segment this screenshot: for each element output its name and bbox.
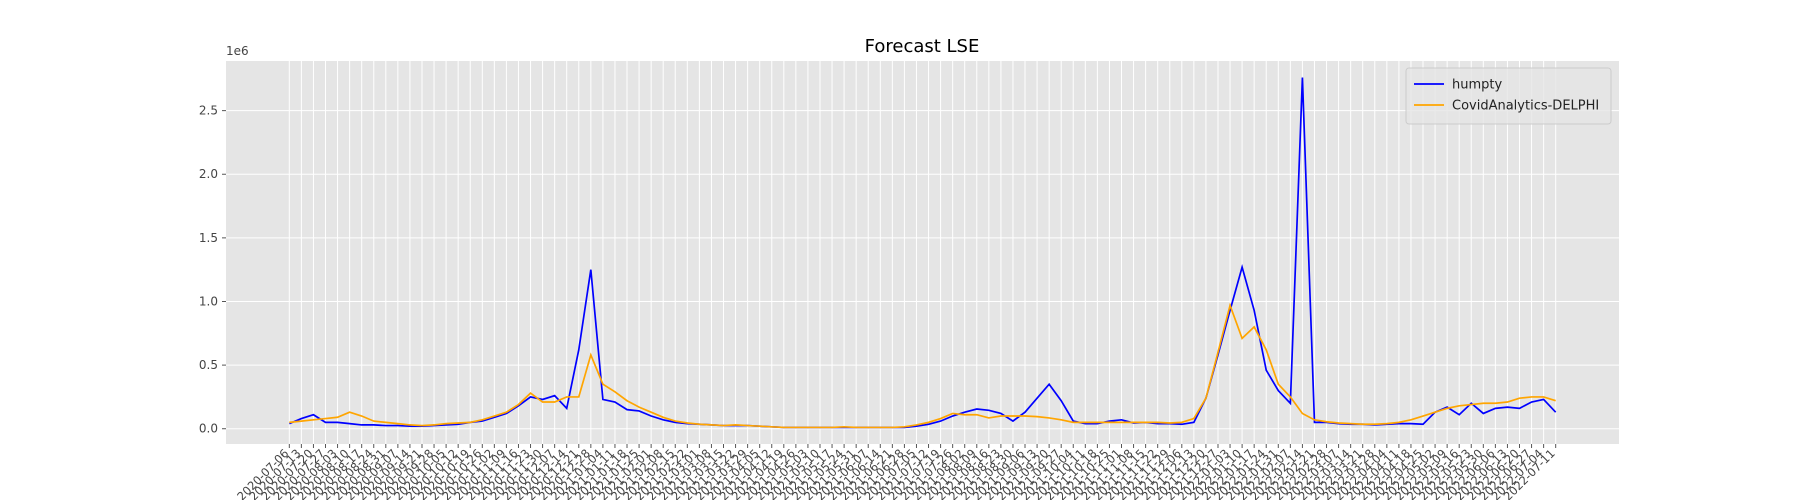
legend-box [1405,67,1612,125]
y-tick-label: 1.5 [199,231,218,245]
y-tick-label: 0.0 [199,422,218,436]
y-tick-label: 2.5 [199,104,218,118]
chart-title: Forecast LSE [865,36,980,57]
y-tick-label: 0.5 [199,358,218,372]
legend-label: CovidAnalytics-DELPHI [1452,99,1599,114]
y-tick-label: 1.0 [199,294,218,308]
legend-label: humpty [1452,78,1502,93]
y-offset: 1e6 [226,44,249,58]
series-line [289,302,1556,429]
y-tick-label: 2.0 [199,167,218,181]
